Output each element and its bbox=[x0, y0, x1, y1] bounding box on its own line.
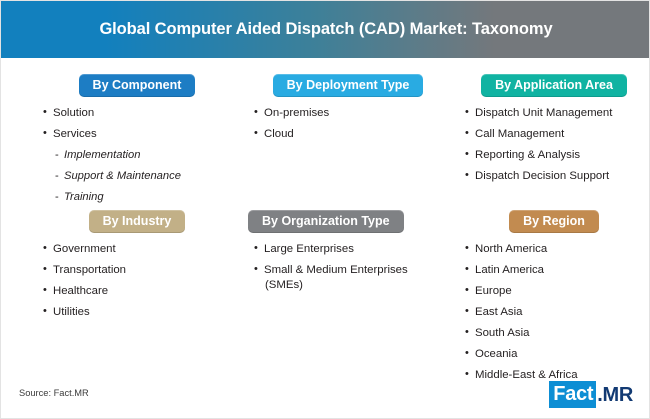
taxonomy-block-by-deployment-type: By Deployment Type On-premises Cloud bbox=[248, 74, 448, 148]
item-list-by-component: Solution Services Implementation Support… bbox=[37, 106, 237, 204]
list-item-label-continuation: (SMEs) bbox=[265, 278, 303, 291]
list-item-label: South Asia bbox=[475, 327, 530, 340]
list-item: North America bbox=[465, 242, 649, 256]
list-item-label: East Asia bbox=[475, 306, 523, 319]
list-item: Oceania bbox=[465, 347, 649, 361]
sub-list-item-label: Support & Maintenance bbox=[64, 170, 181, 183]
list-item: Middle-East & Africa bbox=[465, 368, 649, 382]
taxonomy-block-by-region: By Region North America Latin America Eu… bbox=[459, 210, 649, 389]
pill-wrap: By Application Area bbox=[459, 74, 649, 98]
list-item: Cloud bbox=[254, 127, 448, 141]
list-item-label: Middle-East & Africa bbox=[475, 369, 578, 382]
list-item-label: Transportation bbox=[53, 264, 127, 277]
list-item: Reporting & Analysis bbox=[465, 148, 649, 162]
list-item: Healthcare bbox=[43, 284, 237, 298]
list-item-label: Oceania bbox=[475, 348, 518, 361]
list-item: Latin America bbox=[465, 263, 649, 277]
header-banner: Global Computer Aided Dispatch (CAD) Mar… bbox=[1, 1, 649, 58]
pill-wrap: By Industry bbox=[37, 210, 237, 234]
list-item: Services Implementation Support & Mainte… bbox=[43, 127, 237, 204]
pill-wrap: By Organization Type bbox=[248, 210, 448, 234]
list-item: Large Enterprises bbox=[254, 242, 448, 256]
pill-wrap: By Region bbox=[459, 210, 649, 234]
list-item: Call Management bbox=[465, 127, 649, 141]
list-item-label: Dispatch Decision Support bbox=[475, 170, 610, 183]
taxonomy-block-by-organization-type: By Organization Type Large Enterprises S… bbox=[248, 210, 448, 299]
list-item: East Asia bbox=[465, 305, 649, 319]
taxonomy-grid: By Component Solution Services Implement… bbox=[1, 58, 649, 382]
sub-list-item-label: Implementation bbox=[64, 149, 141, 162]
list-item-label: Reporting & Analysis bbox=[475, 149, 581, 162]
list-item-label: On-premises bbox=[264, 107, 330, 120]
list-item: Small & Medium Enterprises (SMEs) bbox=[254, 263, 448, 292]
list-item-label: Solution bbox=[53, 107, 95, 120]
list-item: South Asia bbox=[465, 326, 649, 340]
sub-list-item-label: Training bbox=[64, 190, 104, 203]
footer: Source: Fact.MR Fact .MR bbox=[1, 376, 649, 418]
logo-mark: Fact bbox=[549, 381, 597, 408]
taxonomy-block-by-component: By Component Solution Services Implement… bbox=[37, 74, 237, 211]
list-item: Transportation bbox=[43, 263, 237, 277]
item-list-by-industry: Government Transportation Healthcare Uti… bbox=[37, 242, 237, 319]
item-list-by-deployment-type: On-premises Cloud bbox=[248, 106, 448, 141]
list-item: Dispatch Decision Support bbox=[465, 169, 649, 183]
list-item-label: Utilities bbox=[53, 306, 90, 319]
list-item: Europe bbox=[465, 284, 649, 298]
category-header-by-region: By Region bbox=[509, 210, 599, 234]
sub-list-item: Training bbox=[53, 190, 237, 204]
list-item-label: Government bbox=[53, 243, 116, 256]
category-header-by-industry: By Industry bbox=[88, 210, 186, 234]
list-item: Dispatch Unit Management bbox=[465, 106, 649, 120]
page-title: Global Computer Aided Dispatch (CAD) Mar… bbox=[99, 20, 553, 38]
sub-list-item: Implementation bbox=[53, 148, 237, 162]
sub-list-item: Support & Maintenance bbox=[53, 169, 237, 183]
sub-item-list: Implementation Support & Maintenance Tra… bbox=[53, 148, 237, 204]
list-item: Utilities bbox=[43, 305, 237, 319]
pill-wrap: By Component bbox=[37, 74, 237, 98]
category-header-by-application-area: By Application Area bbox=[481, 74, 627, 98]
category-header-by-organization-type: By Organization Type bbox=[248, 210, 404, 234]
item-list-by-application-area: Dispatch Unit Management Call Management… bbox=[459, 106, 649, 183]
taxonomy-block-by-industry: By Industry Government Transportation He… bbox=[37, 210, 237, 326]
category-header-by-deployment-type: By Deployment Type bbox=[272, 74, 424, 98]
item-list-by-region: North America Latin America Europe East … bbox=[459, 242, 649, 382]
list-item-label: Services bbox=[53, 128, 97, 141]
pill-wrap: By Deployment Type bbox=[248, 74, 448, 98]
list-item-label: Call Management bbox=[475, 128, 565, 141]
list-item: Government bbox=[43, 242, 237, 256]
category-header-by-component: By Component bbox=[78, 74, 196, 98]
item-list-by-organization-type: Large Enterprises Small & Medium Enterpr… bbox=[248, 242, 448, 292]
source-note: Source: Fact.MR bbox=[19, 388, 89, 398]
list-item-label: North America bbox=[475, 243, 548, 256]
list-item-label: Europe bbox=[475, 285, 512, 298]
list-item-label: Cloud bbox=[264, 128, 294, 141]
list-item-label: Large Enterprises bbox=[264, 243, 354, 256]
logo-text: .MR bbox=[597, 383, 633, 406]
list-item: Solution bbox=[43, 106, 237, 120]
list-item-label: Healthcare bbox=[53, 285, 109, 298]
list-item-label: Small & Medium Enterprises bbox=[264, 264, 408, 277]
taxonomy-block-by-application-area: By Application Area Dispatch Unit Manage… bbox=[459, 74, 649, 190]
list-item-label: Dispatch Unit Management bbox=[475, 107, 613, 120]
list-item-label: Latin America bbox=[475, 264, 545, 277]
factmr-logo: Fact .MR bbox=[549, 381, 633, 408]
list-item: On-premises bbox=[254, 106, 448, 120]
